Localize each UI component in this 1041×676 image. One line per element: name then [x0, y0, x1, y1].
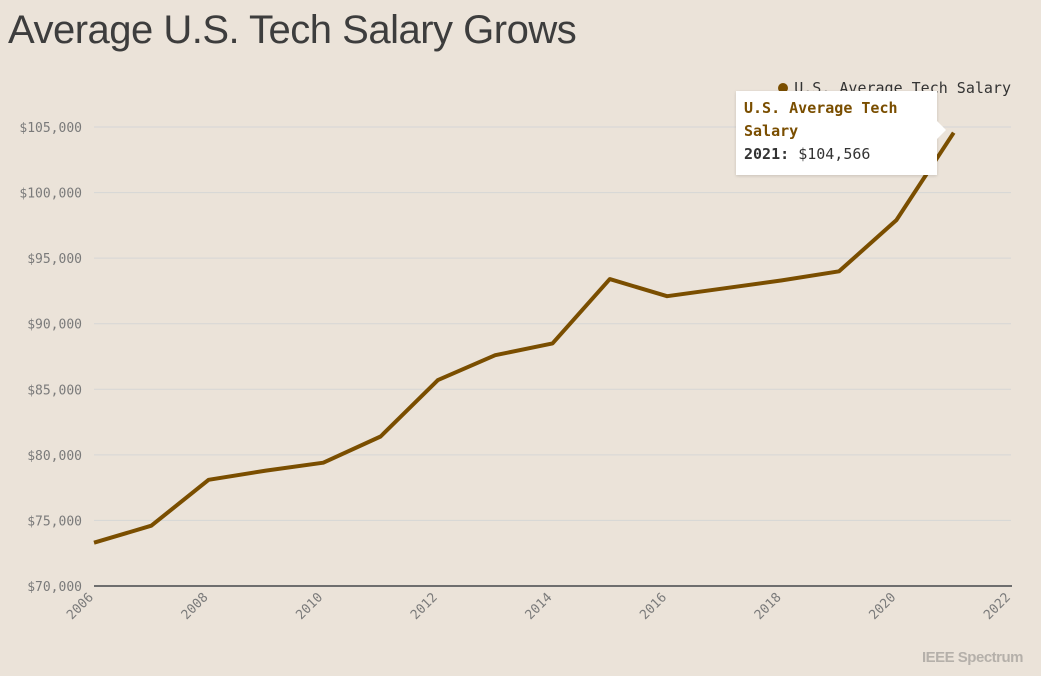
brand-logo: IEEE Spectrum [921, 649, 1024, 666]
x-tick-label: 2022 [981, 590, 1014, 623]
y-tick-label: $95,000 [27, 252, 82, 267]
y-tick-label: $70,000 [27, 580, 82, 595]
x-tick-label: 2008 [179, 590, 212, 623]
tooltip-year: 2021: [744, 145, 790, 163]
y-tick-label: $80,000 [27, 449, 82, 464]
grid-lines [94, 126, 1011, 521]
y-tick-label: $85,000 [27, 383, 82, 398]
x-tick-label: 2018 [752, 590, 785, 623]
x-axis-ticks: 2006 2008 2010 2012 2014 2016 2018 2020 2022 [64, 590, 1014, 623]
y-tick-label: $100,000 [19, 187, 82, 202]
series-line-us-average-tech-salary[interactable] [93, 131, 956, 545]
x-tick-label: 2020 [866, 590, 899, 623]
legend-swatch [778, 83, 789, 93]
y-axis-ticks: $70,000 $75,000 $80,000 $85,000 $90,000 $95,0… [19, 121, 82, 595]
tooltip-series-name: U.S. Average Tech Salary [744, 99, 898, 140]
x-tick-label: 2014 [523, 590, 556, 623]
x-tick-label: 2010 [293, 590, 326, 623]
tooltip: U.S. Average Tech Salary 2021: $104,566 [736, 91, 946, 175]
x-tick-label: 2006 [64, 590, 97, 623]
y-tick-label: $75,000 [27, 514, 82, 529]
tooltip-value: $104,566 [798, 145, 871, 163]
x-tick-label: 2016 [637, 590, 670, 623]
chart-title: Average U.S. Tech Salary Grows [8, 8, 577, 52]
y-tick-label: $90,000 [27, 318, 82, 333]
x-tick-label: 2012 [408, 590, 441, 623]
y-tick-label: $105,000 [19, 121, 82, 136]
